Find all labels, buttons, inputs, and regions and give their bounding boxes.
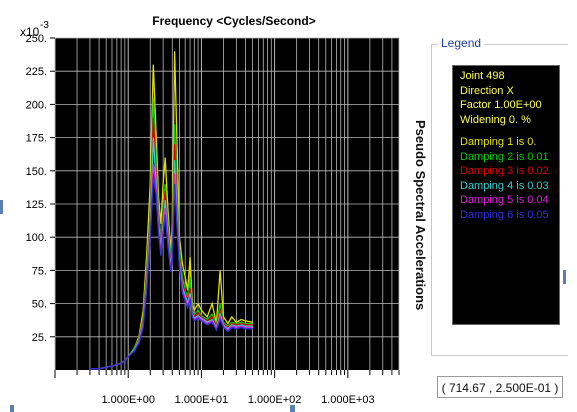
- edge-marker-right: [563, 270, 566, 284]
- series-group: [89, 51, 253, 370]
- legend-entry: Damping 5 is 0.04: [460, 194, 549, 206]
- legend-entry: Joint 498: [460, 70, 505, 82]
- y-multiplier-label: x10: [20, 25, 40, 39]
- legend-entry: Damping 2 is 0.01: [460, 150, 549, 163]
- y-tick-label: 150.: [26, 166, 47, 178]
- coordinate-readout: ( 714.67 , 2.500E-01 ): [437, 376, 563, 398]
- grid: [54, 37, 400, 370]
- legend-gap: [460, 127, 559, 135]
- x-tick-label: 1.000E+00: [101, 394, 155, 406]
- y-axis: 25. 50. 75. 100. 125. 150. 175. 200. 225. 250.: [26, 33, 55, 344]
- y-tick-label: 25.: [32, 332, 47, 344]
- edge-marker-left: [0, 200, 3, 214]
- y-tick-label: 225.: [26, 66, 47, 78]
- y-tick-label: 250.: [26, 33, 47, 45]
- edge-marker-bottom-mid: [290, 405, 295, 412]
- y-tick-label: 75.: [32, 265, 47, 277]
- x-tick-label: 1.000E+01: [175, 394, 229, 406]
- legend-entry: Damping 1 is 0.: [460, 136, 537, 148]
- legend-entry: Damping 6 is 0.05: [460, 208, 549, 221]
- y-tick-label: 50.: [32, 299, 47, 311]
- y-axis-label: Pseudo Spectral Accelerations: [413, 119, 428, 311]
- legend-box: Joint 498 Direction X Factor 1.00E+00 Widen…: [452, 65, 560, 325]
- x-tick-label: 1.000E+02: [248, 394, 302, 406]
- edge-marker-bottom-left: [10, 405, 14, 412]
- y-tick-label: 200.: [26, 99, 47, 111]
- y-tick-label: 175.: [26, 133, 47, 145]
- y-tick-label: 125.: [26, 199, 47, 211]
- y-multiplier-exp: -3: [40, 20, 49, 31]
- legend-entry: Damping 4 is 0.03: [460, 179, 549, 192]
- x-axis: 1.000E+00 1.000E+01 1.000E+02 1.000E+03: [54, 370, 400, 406]
- legend-frame: [431, 44, 568, 356]
- x-tick-label: 1.000E+03: [321, 394, 375, 406]
- legend-caption: Legend: [438, 36, 485, 50]
- legend-entry: Factor 1.00E+00: [460, 99, 542, 111]
- legend-entry: Direction X: [460, 84, 514, 97]
- series-line: [89, 177, 253, 370]
- legend-entry: Widening 0. %: [460, 113, 531, 126]
- y-tick-label: 100.: [26, 232, 47, 244]
- chart-title: Frequency <Cycles/Second>: [152, 14, 315, 28]
- legend-entry: Damping 3 is 0.02: [460, 165, 549, 177]
